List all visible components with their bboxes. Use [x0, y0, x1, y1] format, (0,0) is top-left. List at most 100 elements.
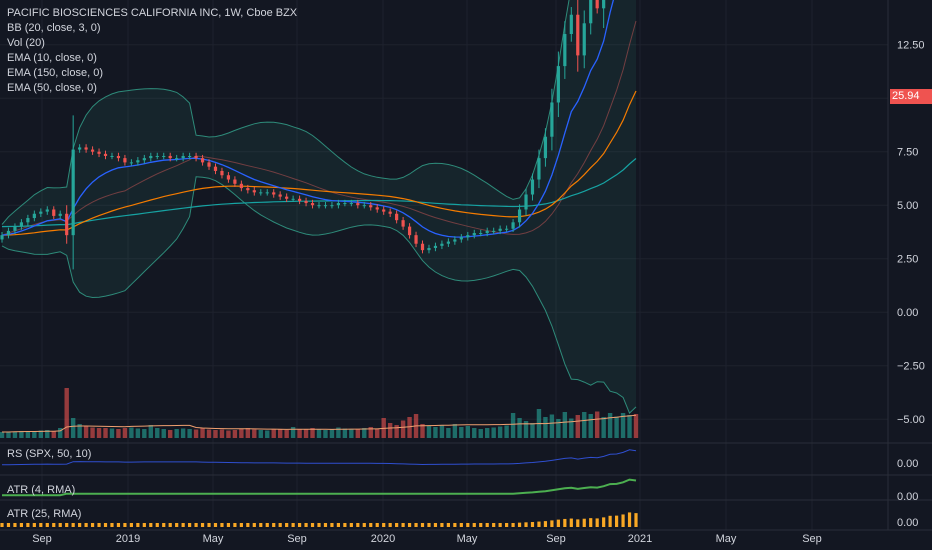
candle-body — [323, 205, 328, 207]
atr4-pane-label: ATR (4, RMA) — [7, 484, 76, 496]
candle-body — [233, 179, 237, 184]
atr25-bar — [614, 515, 619, 527]
candle-body — [6, 230, 11, 236]
volume-bar — [310, 428, 315, 438]
volume-bar — [168, 430, 173, 438]
volume-bar — [362, 428, 367, 438]
candle-body — [343, 203, 347, 205]
bollinger-lower-line — [1, 176, 637, 414]
atr25-bar — [440, 523, 444, 527]
atr25-bar — [608, 515, 612, 527]
atr25-bar — [116, 523, 121, 527]
x-tick-label: Sep — [546, 533, 566, 545]
atr25-bar — [446, 523, 450, 527]
candle-body — [602, 0, 606, 9]
volume-bar — [6, 432, 11, 438]
pane-tick-label: 0.00 — [897, 491, 918, 503]
atr25-bar — [142, 523, 146, 527]
atr25-bar — [84, 523, 88, 527]
atr25-bar — [621, 514, 625, 527]
y-tick-label: 2.50 — [897, 254, 918, 266]
atr25-bar — [265, 523, 269, 527]
atr25-bar — [252, 523, 256, 527]
candle-body — [19, 222, 24, 227]
volume-bar — [569, 418, 574, 438]
atr25-bar — [595, 518, 599, 527]
atr25-bar — [175, 523, 179, 527]
candle-body — [576, 14, 580, 56]
candle-body — [569, 14, 573, 34]
atr25-bar — [65, 523, 69, 527]
volume-bar — [70, 418, 76, 438]
candle-body — [589, 0, 593, 24]
atr25-bar — [110, 523, 114, 527]
candle-body — [595, 0, 599, 9]
volume-bar — [45, 430, 50, 438]
volume-bar — [543, 417, 548, 438]
atr25-bar — [395, 523, 399, 527]
atr25-bar — [45, 523, 49, 527]
volume-bar — [329, 429, 335, 438]
volume-bar — [239, 429, 244, 438]
atr25-bar — [375, 523, 379, 527]
volume-bar — [620, 413, 626, 438]
volume-bar — [226, 430, 231, 438]
volume-bar — [465, 426, 470, 438]
atr25-bar — [278, 523, 282, 527]
atr25-bar — [530, 522, 535, 527]
volume-bar — [155, 428, 160, 438]
atr25-bar — [19, 523, 24, 527]
candle-body — [90, 149, 95, 152]
candle-body — [401, 220, 405, 227]
candle-body — [175, 158, 179, 160]
atr25-bar — [26, 523, 30, 527]
volume-bar — [103, 428, 108, 438]
candle-body — [420, 243, 425, 251]
atr25-bar — [479, 523, 483, 527]
volume-bar — [426, 426, 432, 438]
atr25-bar — [498, 523, 502, 527]
grid-lines — [0, 0, 888, 530]
candle-body — [517, 209, 522, 223]
volume-bar — [206, 429, 212, 438]
volume-bar — [452, 424, 458, 438]
candle-body — [537, 158, 541, 180]
atr25-bar — [103, 523, 108, 527]
volume-bar — [504, 425, 509, 438]
candle-body — [375, 207, 379, 210]
atr25-bar — [524, 522, 528, 527]
candle-body — [285, 196, 289, 199]
atr25-bar — [634, 513, 638, 527]
candle-body — [162, 155, 166, 157]
ema10-line — [1, 0, 615, 238]
candle-body — [524, 194, 528, 210]
candle-body — [0, 235, 4, 240]
candle-body — [356, 203, 360, 206]
candle-body — [265, 192, 269, 194]
volume-bar — [58, 428, 63, 438]
volume-bar — [38, 430, 44, 438]
volume-bar — [148, 425, 153, 438]
volume-bar — [407, 417, 412, 438]
x-tick-label: 2020 — [371, 533, 395, 545]
volume-bar — [485, 428, 490, 438]
volume-bar — [77, 424, 82, 438]
volume-bar — [193, 429, 199, 438]
chart-title: PACIFIC BIOSCIENCES CALIFORNIA INC, 1W, … — [7, 7, 298, 19]
atr25-bar — [433, 523, 438, 527]
volume-bar — [122, 428, 128, 438]
ema50-line — [1, 90, 637, 236]
volume-bar — [517, 418, 522, 438]
atr25-bar — [194, 523, 198, 527]
atr25-bar — [459, 523, 463, 527]
atr25-bar — [556, 519, 560, 527]
atr25-bar — [149, 523, 153, 527]
candle-body — [459, 237, 463, 240]
atr25-bar — [472, 523, 476, 527]
y-tick-label: 5.00 — [897, 200, 918, 212]
atr25-bar — [382, 523, 386, 527]
volume-bar — [19, 431, 24, 438]
atr25-bar — [485, 523, 489, 527]
